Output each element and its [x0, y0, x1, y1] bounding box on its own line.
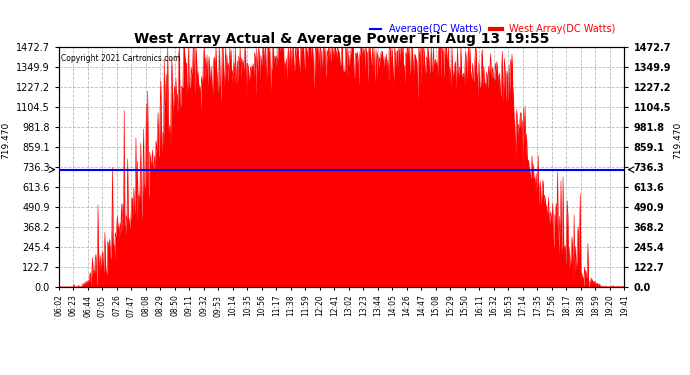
- Text: 719.470: 719.470: [1, 121, 10, 159]
- Text: Copyright 2021 Cartronics.com: Copyright 2021 Cartronics.com: [61, 54, 181, 63]
- Title: West Array Actual & Average Power Fri Aug 13 19:55: West Array Actual & Average Power Fri Au…: [134, 32, 549, 46]
- Legend: Average(DC Watts), West Array(DC Watts): Average(DC Watts), West Array(DC Watts): [366, 21, 620, 38]
- Text: 719.470: 719.470: [673, 121, 682, 159]
